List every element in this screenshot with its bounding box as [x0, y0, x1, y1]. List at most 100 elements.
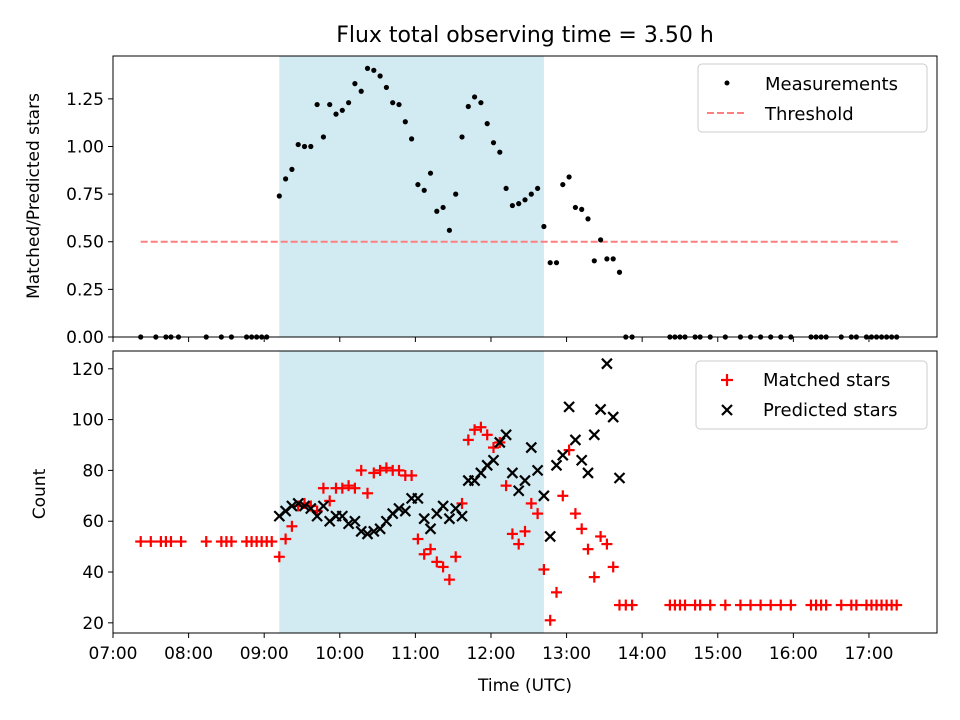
x-tick-label: 15:00 [693, 644, 742, 664]
data-point [488, 442, 500, 454]
data-point [519, 525, 531, 537]
x-tick-label: 08:00 [164, 644, 213, 664]
data-point [500, 429, 512, 441]
data-point [595, 530, 607, 542]
data-point [572, 204, 578, 211]
data-point [406, 469, 418, 481]
legend-matched-label: Matched stars [763, 370, 890, 391]
data-point [317, 482, 329, 494]
data-point [490, 140, 497, 146]
data-point [380, 462, 392, 474]
y-tick-label: 0.50 [66, 233, 104, 253]
data-point [597, 237, 604, 243]
x-tick-label: 12:00 [466, 644, 515, 664]
y-tick-label: 80 [82, 461, 104, 481]
data-point [506, 467, 519, 479]
data-point [563, 401, 575, 413]
data-point [481, 429, 493, 441]
data-point [418, 512, 430, 525]
data-point [364, 65, 371, 71]
data-point [850, 599, 862, 611]
series-matched-stars [135, 421, 903, 626]
data-point [775, 599, 787, 611]
data-point [525, 497, 537, 509]
y-tick-label: 120 [72, 360, 104, 380]
data-point [585, 216, 591, 222]
x-tick-label: 16:00 [769, 644, 818, 664]
data-point [440, 204, 446, 211]
data-point [694, 599, 706, 611]
data-point [560, 181, 566, 188]
data-point [292, 497, 304, 510]
x-tick-label: 17:00 [844, 644, 893, 664]
x-tick-label: 14:00 [618, 644, 667, 664]
data-point [459, 134, 465, 140]
data-point [509, 202, 516, 209]
data-point [835, 599, 847, 611]
y-tick-label: 20 [82, 614, 104, 634]
data-point [336, 482, 348, 494]
data-point [541, 223, 547, 230]
plot-frame [112, 350, 938, 634]
data-point [506, 528, 518, 540]
data-point [286, 520, 298, 532]
data-point [343, 480, 355, 492]
data-point [393, 464, 405, 476]
data-point [566, 174, 572, 180]
data-point [286, 500, 298, 512]
data-point [280, 533, 292, 545]
data-point [393, 502, 405, 515]
data-point [487, 454, 500, 467]
data-point [339, 107, 345, 113]
data-point [591, 258, 597, 264]
data-point [538, 563, 550, 575]
data-point [355, 525, 367, 538]
data-point [472, 94, 478, 100]
data-point [604, 256, 610, 262]
data-point [765, 599, 777, 611]
data-point [352, 81, 358, 87]
bottom-legend: Matched stars Predicted stars [695, 360, 928, 430]
data-point [358, 88, 364, 94]
data-point [342, 517, 355, 530]
data-point [434, 208, 440, 214]
data-point [377, 73, 383, 79]
data-point [755, 599, 767, 611]
data-point [503, 185, 509, 192]
data-point [465, 103, 471, 110]
data-point [396, 101, 402, 108]
data-point [679, 599, 691, 611]
data-point [484, 121, 490, 127]
data-point [175, 536, 187, 548]
plot-frame [112, 55, 938, 338]
data-point [418, 548, 430, 560]
data-point [399, 505, 412, 517]
data-point [534, 185, 541, 192]
data-point [200, 536, 212, 548]
data-point [469, 424, 481, 436]
series-measurements [138, 65, 900, 340]
data-point [569, 508, 581, 520]
y-tick-label: 40 [82, 563, 104, 583]
top-plot-area: 0.00 0.25 0.50 0.75 1.00 1.25 [66, 55, 938, 348]
data-point [462, 434, 474, 446]
data-point [266, 536, 278, 548]
data-point [588, 571, 600, 583]
data-point [295, 141, 301, 148]
data-point [575, 454, 588, 467]
data-point [820, 599, 832, 611]
data-point [734, 599, 746, 611]
data-point [424, 523, 437, 535]
data-point [450, 551, 462, 563]
data-point [588, 429, 601, 441]
data-point [314, 101, 320, 108]
data-point [346, 100, 352, 106]
x-axis-label: Time (UTC) [477, 676, 572, 696]
data-point [349, 482, 361, 494]
data-point [402, 119, 408, 125]
data-point [544, 530, 556, 543]
data-point [415, 181, 421, 188]
data-point [785, 599, 797, 611]
data-point [273, 551, 285, 563]
data-point [443, 512, 456, 525]
